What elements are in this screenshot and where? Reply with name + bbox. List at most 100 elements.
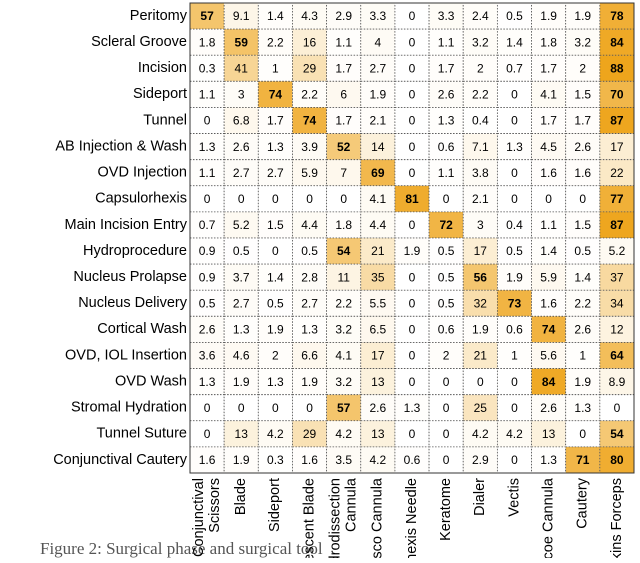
row-label: OVD Wash [115,373,187,389]
heat-cell [462,211,498,239]
cell-value: 1.9 [506,270,523,284]
cell-value: 2 [579,61,586,75]
cell-value: 1.7 [335,114,352,128]
cell-value: 1.3 [404,401,421,415]
cell-value: 74 [303,114,317,128]
cell-value: 1.6 [540,166,557,180]
heat-cell [428,159,464,187]
heat-cell [326,185,362,213]
heat-cell [531,446,567,474]
heat-cell [462,289,498,317]
cell-value: 0 [443,453,450,467]
cell-value: 3.5 [335,453,352,467]
heat-cell [394,237,430,265]
heat-cell [428,107,464,134]
heat-cell [599,263,635,291]
heat-cell [360,446,396,474]
cell-value: 0.5 [301,244,318,258]
heat-cell [462,54,498,82]
heat-cell [462,394,498,422]
heat-cell [496,237,532,265]
cell-value: 0 [409,166,416,180]
heat-cell [565,54,601,82]
cell-value: 2.9 [335,9,352,23]
heat-cell [428,446,464,474]
column-label: Dialer [472,478,488,516]
cell-value: 22 [610,166,624,180]
cell-value: 2.8 [301,270,318,284]
heat-cell [326,133,362,161]
heat-cell [565,420,601,448]
cell-value: 0 [409,88,416,102]
cell-value: 37 [610,270,624,284]
cell-value: 3.6 [199,349,216,363]
cell-value: 1.9 [370,88,387,102]
cell-value: 1.5 [574,218,591,232]
cell-value: 2.2 [574,296,591,310]
cell-value: 87 [610,114,624,128]
cell-value: 0.5 [506,244,523,258]
cell-value: 0 [409,9,416,23]
cell-value: 1.9 [472,323,489,337]
cell-value: 25 [474,401,488,415]
cell-value: 84 [542,375,556,389]
cell-value: 2 [477,61,484,75]
column-label: Hoskins Forceps [609,478,625,558]
cell-value: 3.2 [335,323,352,337]
heat-cell [326,420,362,448]
heat-cell [223,342,259,369]
heat-cell [257,28,293,56]
heat-cell [360,159,396,187]
heat-cell [223,28,259,56]
cell-value: 1.8 [335,218,352,232]
cell-value: 17 [371,349,385,363]
heat-cell [326,54,362,82]
cell-value: 0 [238,401,245,415]
cell-value: 56 [474,270,488,284]
cell-value: 70 [610,88,624,102]
cell-value: 1.9 [233,453,250,467]
row-label: Main Incision Entry [65,217,188,233]
heat-cell [428,263,464,291]
cell-value: 0 [409,270,416,284]
heat-cell [223,263,259,291]
cell-value: 6.8 [233,114,250,128]
cell-value: 2.4 [472,9,489,23]
cell-value: 3 [238,88,245,102]
cell-value: 1.4 [267,270,284,284]
cell-value: 0 [272,192,279,206]
heat-cell [531,420,567,448]
row-label: AB Injection & Wash [55,138,187,154]
heat-cell [189,263,225,291]
cell-value: 81 [405,192,419,206]
heat-cell [223,420,259,448]
heat-cell [360,315,396,343]
heat-cell [223,80,259,108]
row-label: Nucleus Delivery [78,295,188,311]
heat-cell [462,28,498,56]
cell-value: 2.2 [472,88,489,102]
heat-cell [462,237,498,265]
heat-cell [599,289,635,317]
cell-value: 2.9 [472,453,489,467]
heat-cell [292,368,328,396]
cell-value: 1.1 [199,88,216,102]
heat-cell [428,342,464,369]
cell-value: 1.3 [267,375,284,389]
cell-value: 57 [200,9,214,23]
heat-cell [599,159,635,187]
cell-value: 2.6 [370,401,387,415]
heat-cell [565,159,601,187]
cell-value: 0.5 [438,270,455,284]
cell-value: 1.1 [335,35,352,49]
cell-value: 0 [204,401,211,415]
heat-cell [462,80,498,108]
cell-value: 0.7 [199,218,216,232]
cell-value: 0 [306,401,313,415]
row-label: Incision [138,60,187,76]
cell-value: 0 [614,401,621,415]
cell-value: 0 [511,401,518,415]
heat-cell [496,263,532,291]
heat-cell [565,394,601,422]
